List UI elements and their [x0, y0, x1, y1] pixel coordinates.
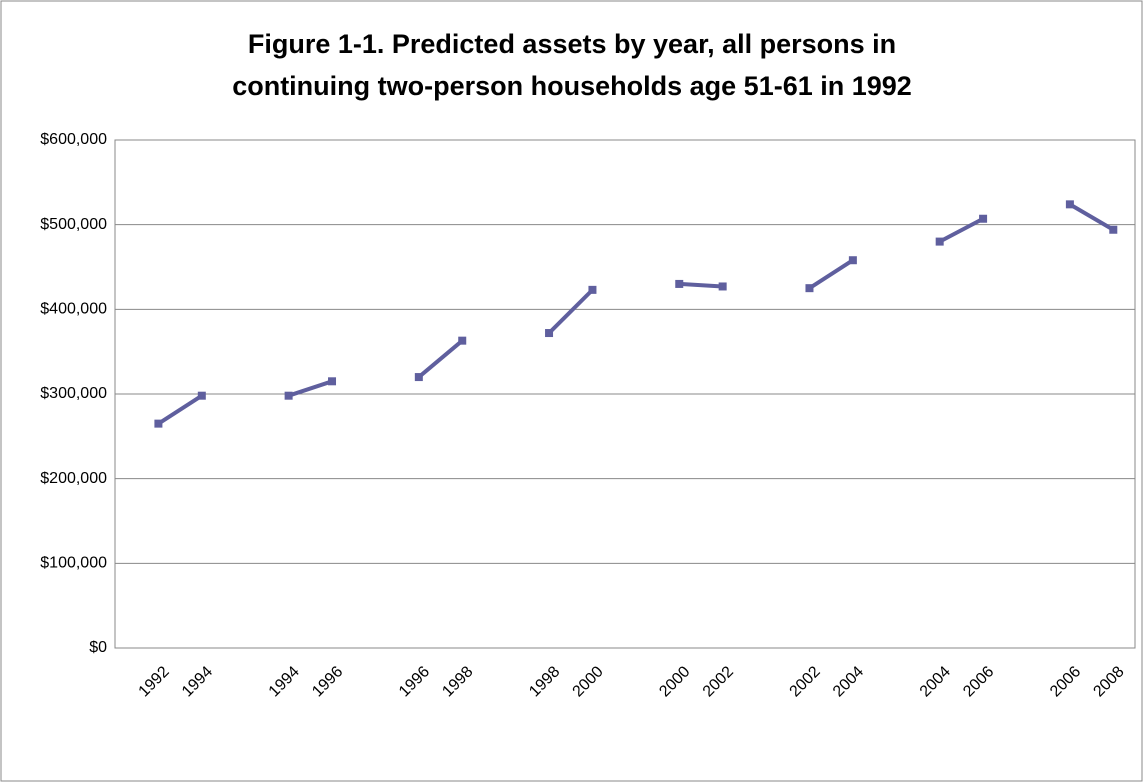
- marker: [1109, 225, 1118, 234]
- y-tick-label: $300,000: [40, 385, 107, 402]
- y-tick-label: $200,000: [40, 470, 107, 487]
- marker: [328, 377, 337, 386]
- y-tick-label: $100,000: [40, 555, 107, 572]
- y-tick-label: $400,000: [40, 301, 107, 318]
- marker: [154, 419, 163, 428]
- chart-title: continuing two-person households age 51-…: [232, 71, 912, 101]
- marker: [718, 282, 727, 291]
- marker: [545, 329, 554, 338]
- y-tick-label: $600,000: [40, 131, 107, 148]
- marker: [805, 284, 814, 293]
- marker: [414, 373, 423, 382]
- marker: [458, 336, 467, 345]
- marker: [284, 391, 293, 400]
- chart-title: Figure 1-1. Predicted assets by year, al…: [248, 29, 896, 59]
- y-tick-label: $500,000: [40, 216, 107, 233]
- marker: [979, 214, 988, 223]
- marker: [675, 279, 684, 288]
- marker: [848, 256, 857, 265]
- marker: [935, 237, 944, 246]
- line: [157, 202, 1115, 426]
- marker: [588, 285, 597, 294]
- marker: [197, 391, 206, 400]
- y-tick-label: $0: [89, 639, 107, 656]
- plot-border: [114, 139, 1136, 649]
- marker: [1065, 200, 1074, 209]
